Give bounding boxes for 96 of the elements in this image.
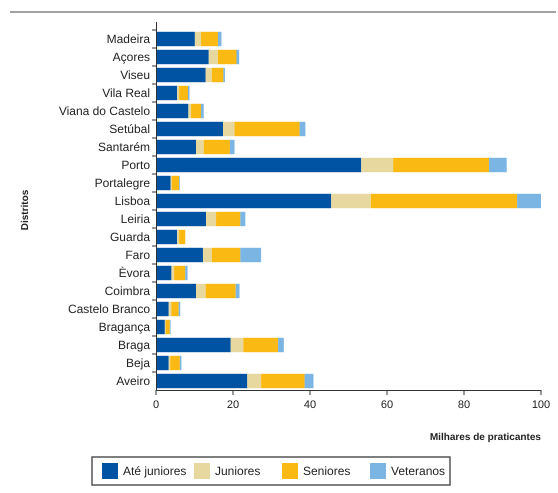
bar	[156, 266, 172, 280]
bar	[234, 122, 300, 136]
y-tick-label: Madeira	[106, 32, 150, 46]
bar	[489, 158, 507, 172]
y-tick-label: Braga	[118, 338, 150, 352]
y-axis-title: Distritos	[20, 189, 31, 230]
bar	[236, 284, 240, 298]
bar	[168, 302, 172, 316]
y-tick-label: Santarém	[98, 140, 150, 154]
bar	[261, 374, 305, 388]
bar	[218, 32, 222, 46]
bar	[202, 248, 212, 262]
bar	[170, 356, 180, 370]
x-tick-label: 60	[380, 399, 394, 411]
bar	[393, 158, 490, 172]
bar	[247, 374, 262, 388]
y-tick-label: Aveiro	[116, 374, 150, 388]
y-tick-label: Èvora	[118, 266, 150, 280]
bar	[156, 122, 223, 136]
bar	[174, 266, 186, 280]
y-tick-label: Faro	[125, 248, 150, 262]
bar	[204, 140, 230, 154]
bar	[370, 194, 518, 208]
bar	[212, 248, 240, 262]
bar	[300, 122, 306, 136]
y-tick-label: Setúbal	[109, 122, 150, 136]
bar	[236, 50, 240, 64]
bar	[230, 140, 235, 154]
y-tick-label: Portalegre	[94, 176, 150, 190]
legend-label: Até juniores	[123, 464, 186, 478]
bar	[196, 140, 204, 154]
bar	[206, 68, 212, 82]
bar	[206, 212, 216, 226]
bar	[208, 50, 218, 64]
bar	[194, 32, 202, 46]
bar	[179, 86, 188, 100]
bar	[156, 248, 203, 262]
x-tick-label: 100	[532, 399, 550, 411]
bar	[179, 230, 186, 244]
y-tick-label: Vila Real	[102, 86, 150, 100]
bar	[188, 104, 192, 118]
y-tick-label: Açores	[112, 50, 150, 64]
bar	[156, 338, 231, 352]
bar	[206, 284, 236, 298]
bar	[156, 230, 178, 244]
bar	[191, 104, 202, 118]
bar	[156, 212, 206, 226]
bar	[240, 248, 262, 262]
bar	[240, 212, 246, 226]
bar	[156, 32, 195, 46]
legend-label: Veteranos	[391, 464, 446, 478]
x-tick-label: 80	[458, 399, 470, 411]
bar	[171, 302, 179, 316]
bar	[156, 86, 178, 100]
y-tick-label: Bragança	[98, 320, 150, 334]
bar	[201, 32, 218, 46]
bar	[331, 194, 371, 208]
legend-label: Juniores	[215, 464, 260, 478]
bar	[201, 104, 204, 118]
bar	[196, 284, 206, 298]
y-tick-label: Guarda	[110, 230, 150, 244]
bar	[156, 284, 196, 298]
bar	[156, 104, 188, 118]
bar	[361, 158, 394, 172]
x-tick-label: 40	[304, 399, 316, 411]
x-tick-label: 0	[152, 399, 160, 411]
bar	[156, 374, 248, 388]
bar	[304, 374, 314, 388]
bar	[517, 194, 541, 208]
x-axis-title: Milhares de praticantes	[430, 432, 542, 443]
bar	[156, 176, 171, 190]
bar	[230, 338, 244, 352]
y-tick-label: Viana do Castelo	[58, 104, 150, 118]
bar	[218, 50, 236, 64]
bar	[156, 158, 362, 172]
bar	[156, 50, 209, 64]
y-tick-label: Porto	[121, 158, 150, 172]
bar	[156, 140, 196, 154]
y-tick-label: Coimbra	[104, 284, 150, 298]
bar	[243, 338, 278, 352]
y-tick-label: Beja	[126, 356, 150, 370]
y-tick-label: Castelo Branco	[68, 302, 150, 316]
bar	[212, 68, 224, 82]
bar	[172, 176, 180, 190]
legend-label: Seniores	[303, 464, 350, 478]
x-tick-label: 20	[226, 399, 240, 411]
bar	[278, 338, 284, 352]
bar	[222, 122, 235, 136]
bar	[156, 68, 206, 82]
y-tick-label: Viseu	[120, 68, 150, 82]
bar	[166, 320, 170, 334]
y-tick-label: Lisboa	[114, 194, 150, 208]
bar	[216, 212, 240, 226]
y-tick-label: Leiria	[120, 212, 150, 226]
bar	[156, 194, 332, 208]
bar	[171, 266, 174, 280]
